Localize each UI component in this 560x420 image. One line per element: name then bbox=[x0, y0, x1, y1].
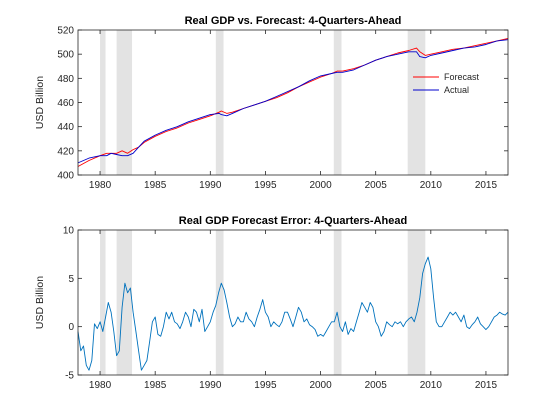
recession-shade bbox=[100, 30, 106, 175]
y-tick-label: 5 bbox=[68, 274, 74, 285]
forecast-series-line bbox=[77, 38, 509, 167]
recession-shade bbox=[215, 30, 224, 175]
chart-title: Real GDP Forecast Error: 4-Quarters-Ahea… bbox=[179, 215, 407, 227]
actual-series-line bbox=[77, 39, 509, 164]
x-tick-label: 2010 bbox=[420, 180, 443, 191]
axes-frame bbox=[77, 229, 509, 376]
recession-shade bbox=[333, 230, 342, 375]
x-tick-label: 2005 bbox=[365, 180, 388, 191]
recession-shade bbox=[116, 230, 133, 375]
forecast-error-panel: 1980 1985 1990 1995 2000 2005 2010 2015 -5 0 5 10 R… bbox=[34, 215, 509, 391]
y-tick-label: 10 bbox=[63, 226, 75, 237]
x-tick-label: 1980 bbox=[89, 380, 112, 391]
recession-shade bbox=[407, 230, 426, 375]
x-tick-label: 1995 bbox=[254, 380, 277, 391]
y-tick-label: 480 bbox=[57, 74, 74, 85]
x-tick-label: 1990 bbox=[199, 180, 222, 191]
x-tick-label: 2005 bbox=[365, 380, 388, 391]
recession-shade bbox=[333, 30, 342, 175]
y-tick-label: -5 bbox=[65, 371, 74, 382]
y-tick-label: 0 bbox=[68, 322, 74, 333]
legend: Forecast Actual bbox=[413, 72, 480, 95]
y-tick-label: 400 bbox=[57, 171, 74, 182]
gdp-vs-forecast-panel: 1980 1985 1990 1995 2000 2005 2010 2015 400 420 44… bbox=[34, 15, 509, 191]
y-axis-label: USD Billion bbox=[34, 276, 46, 329]
x-tick-label: 2010 bbox=[420, 380, 443, 391]
y-tick-label: 500 bbox=[57, 50, 74, 61]
axes-frame bbox=[77, 29, 509, 176]
x-tick-label: 1990 bbox=[199, 380, 222, 391]
recession-shade bbox=[215, 230, 224, 375]
recession-shade bbox=[407, 30, 426, 175]
y-tick-label: 440 bbox=[57, 122, 74, 133]
x-tick-label: 2000 bbox=[309, 180, 332, 191]
legend-label: Forecast bbox=[444, 72, 480, 82]
x-tick-label: 1985 bbox=[144, 380, 167, 391]
y-tick-label: 520 bbox=[57, 26, 74, 37]
recession-shade bbox=[100, 230, 106, 375]
x-tick-label: 1980 bbox=[89, 180, 112, 191]
chart-title: Real GDP vs. Forecast: 4-Quarters-Ahead bbox=[185, 15, 402, 27]
x-tick-label: 1995 bbox=[254, 180, 277, 191]
recession-shade bbox=[116, 30, 133, 175]
forecast-error-series-line bbox=[77, 256, 509, 371]
legend-label: Actual bbox=[444, 85, 469, 95]
x-tick-label: 2015 bbox=[475, 180, 498, 191]
y-axis-label: USD Billion bbox=[34, 76, 46, 129]
y-tick-label: 420 bbox=[57, 146, 74, 157]
x-tick-label: 2015 bbox=[475, 380, 498, 391]
x-tick-label: 2000 bbox=[309, 380, 332, 391]
y-tick-label: 460 bbox=[57, 98, 74, 109]
x-tick-label: 1985 bbox=[144, 180, 167, 191]
